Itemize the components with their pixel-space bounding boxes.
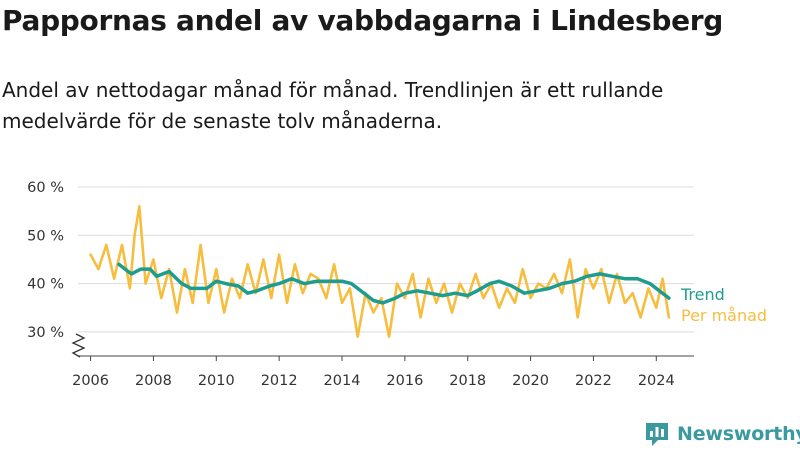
series-lines [89, 205, 671, 339]
x-tick-label: 2014 [324, 373, 361, 389]
chart-title: Pappornas andel av vabbdagarna i Lindesb… [2, 4, 724, 37]
y-axis-break-icon [71, 333, 86, 358]
y-tick-label: 30 % [27, 325, 64, 341]
x-tick-label: 2006 [72, 373, 109, 389]
y-tick-label: 60 % [27, 180, 64, 196]
x-tick-label: 2024 [638, 373, 675, 389]
newsworthy-logo: Newsworthy [645, 421, 800, 447]
y-tick-label: 40 % [27, 277, 64, 293]
x-tick-label: 2008 [135, 373, 172, 389]
chart-subtitle: Andel av nettodagar månad för månad. Tre… [2, 78, 664, 133]
y-tick-label: 50 % [27, 228, 64, 244]
legend-label-per-manad: Per månad [681, 306, 767, 325]
newsworthy-logo-icon [646, 423, 668, 446]
monthly-line [89, 205, 671, 339]
x-axis [71, 333, 694, 361]
gridlines [78, 186, 694, 333]
x-tick-label: 2022 [575, 373, 612, 389]
legend-label-trend: Trend [680, 285, 725, 304]
x-tick-label: 2010 [198, 373, 235, 389]
x-tick-label: 2020 [512, 373, 549, 389]
x-tick-label: 2016 [386, 373, 423, 389]
x-tick-label: 2018 [449, 373, 486, 389]
trend-line [117, 262, 671, 305]
tick-labels: 30 % 40 % 50 % 60 % 2006 2008 2010 2012 2014 2016… [27, 180, 767, 389]
newsworthy-logo-text: Newsworthy [677, 423, 800, 445]
x-tick-label: 2012 [261, 373, 298, 389]
